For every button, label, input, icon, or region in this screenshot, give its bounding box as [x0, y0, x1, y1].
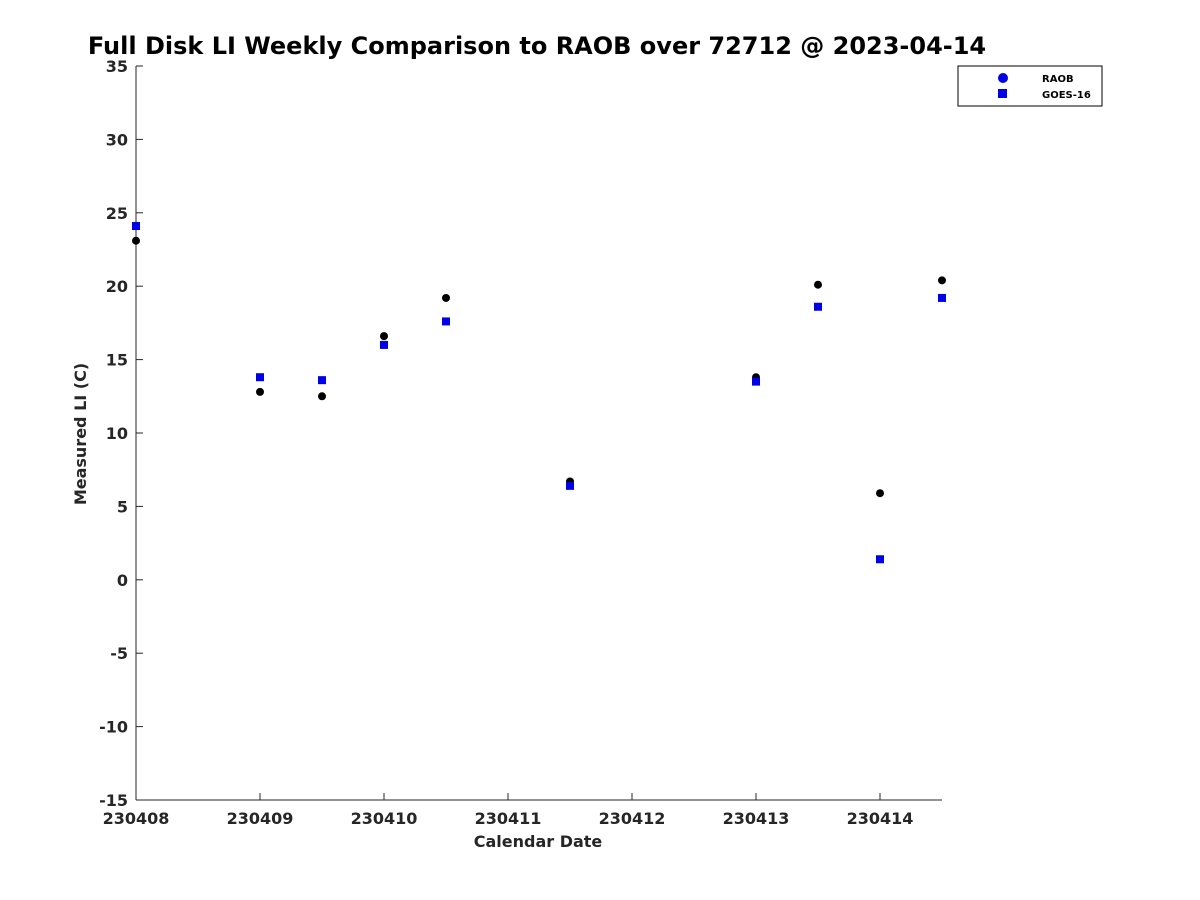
- point-goes16: [938, 293, 946, 302]
- point-raob: [132, 236, 140, 245]
- x-tick-label: 230412: [599, 809, 666, 828]
- y-tick-label: 35: [106, 57, 128, 76]
- y-tick-label: -10: [99, 718, 128, 737]
- point-raob: [318, 392, 326, 401]
- point-raob: [380, 332, 388, 341]
- point-raob: [256, 387, 264, 396]
- x-tick-label: 230413: [723, 809, 790, 828]
- plot-area: 35 30 25 20 15 10 5 0 -5 -10 -15 230408 230409 23041…: [99, 57, 946, 828]
- y-tick-label: 15: [106, 351, 128, 370]
- y-tick-label: 5: [117, 497, 128, 516]
- y-tick-label: 20: [106, 277, 128, 296]
- point-raob: [876, 489, 884, 498]
- point-goes16: [442, 317, 450, 326]
- x-axis-label: Calendar Date: [474, 832, 603, 851]
- point-goes16: [256, 373, 264, 382]
- legend-marker-goes16: [998, 89, 1007, 98]
- point-goes16: [752, 377, 760, 386]
- y-tick-label: 25: [106, 204, 128, 223]
- y-tick-label: 30: [106, 130, 128, 149]
- point-goes16: [380, 340, 388, 349]
- y-tick-label: 10: [106, 424, 128, 443]
- y-axis-label: Measured LI (C): [71, 363, 90, 505]
- point-raob: [814, 280, 822, 289]
- data-marks: [132, 222, 946, 564]
- point-raob: [442, 293, 450, 302]
- legend-marker-raob: [998, 73, 1008, 83]
- y-tick-label: -5: [110, 644, 128, 663]
- legend-label-goes16: GOES-16: [1042, 90, 1091, 101]
- point-goes16: [814, 302, 822, 311]
- y-tick-label: 0: [117, 571, 128, 590]
- legend-box: [957, 65, 1103, 107]
- chart-title: Full Disk LI Weekly Comparison to RAOB o…: [88, 32, 986, 60]
- point-goes16: [132, 222, 140, 231]
- point-goes16: [566, 481, 574, 490]
- x-axis-ticks: 230408 230409 230410 230411 230412 230413 2304…: [103, 793, 914, 828]
- x-tick-label: 230414: [847, 809, 914, 828]
- y-tick-label: -15: [99, 791, 128, 810]
- point-goes16: [318, 376, 326, 385]
- point-raob: [938, 276, 946, 285]
- legend: RAOB GOES-16: [957, 65, 1103, 107]
- x-tick-label: 230410: [351, 809, 418, 828]
- y-axis-ticks: 35 30 25 20 15 10 5 0 -5 -10 -15: [99, 57, 143, 810]
- legend-label-raob: RAOB: [1042, 74, 1074, 85]
- x-tick-label: 230408: [103, 809, 170, 828]
- x-tick-label: 230409: [227, 809, 294, 828]
- point-goes16: [876, 555, 884, 564]
- x-tick-label: 230411: [475, 809, 542, 828]
